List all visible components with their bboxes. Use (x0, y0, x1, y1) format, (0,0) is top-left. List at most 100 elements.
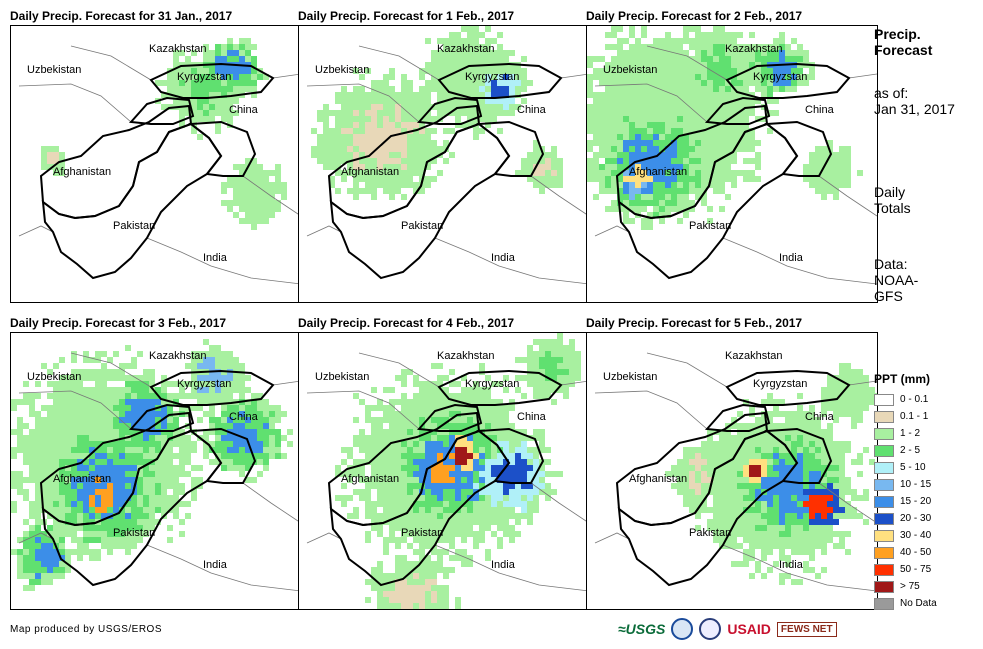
usaid-logo: USAID (727, 621, 771, 637)
admin-boundary (530, 482, 589, 524)
legend-item: 10 - 15 (874, 476, 979, 493)
precip-cells (311, 26, 563, 200)
kashmir-outline (764, 120, 833, 177)
country-label-kazakhstan: Kazakhstan (437, 43, 495, 55)
country-label-afghanistan: Afghanistan (629, 166, 688, 178)
country-label-china: China (229, 104, 258, 116)
admin-boundary (358, 45, 440, 81)
country-label-kyrgyzstan: Kyrgyzstan (177, 378, 232, 390)
legend-item: 2 - 5 (874, 442, 979, 459)
precip-map (18, 38, 301, 285)
country-label-pakistan: Pakistan (689, 527, 732, 539)
legend-swatch (874, 529, 894, 542)
country-label-india: India (203, 252, 227, 264)
country-label-kyrgyzstan: Kyrgyzstan (753, 378, 808, 390)
seal-logo-icon (699, 618, 722, 640)
precip-map (11, 339, 301, 592)
country-label-pakistan: Pakistan (113, 527, 156, 539)
map-frame: Kazakhstan Uzbekistan Kyrgyzstan China Afgha… (10, 332, 302, 610)
legend-item: 5 - 10 (874, 459, 979, 476)
country-label-india: India (491, 252, 515, 264)
country-label-uzbekistan: Uzbekistan (603, 64, 658, 76)
legend-swatch (874, 580, 894, 593)
legend-label: 50 - 75 (900, 564, 932, 575)
side-title-line2: Forecast (874, 42, 933, 58)
forecast-panel-4: Daily Precip. Forecast for 3 Feb., 2017 … (10, 316, 302, 612)
panel-title: Daily Precip. Forecast for 4 Feb., 2017 (298, 316, 515, 330)
kyrgyzstan-outline (725, 369, 851, 406)
admin-boundary (146, 237, 301, 285)
precip-cells (335, 333, 581, 609)
admin-boundary (306, 532, 342, 544)
country-label-kazakhstan: Kazakhstan (437, 350, 495, 362)
precip-cells (665, 363, 877, 585)
kyrgyzstan-outline (437, 62, 563, 99)
pakistan-outline (41, 122, 223, 280)
country-label-uzbekistan: Uzbekistan (315, 371, 370, 383)
kyrgyzstan-outline (149, 62, 275, 99)
tajikistan-outline (128, 403, 195, 432)
admin-boundary (306, 225, 342, 237)
kyrgyzstan-outline (437, 369, 563, 406)
country-label-india: India (779, 252, 803, 264)
panel-title: Daily Precip. Forecast for 2 Feb., 2017 (586, 9, 803, 23)
forecast-panel-3: Daily Precip. Forecast for 2 Feb., 2017 … (586, 9, 878, 305)
panel-title: Daily Precip. Forecast for 3 Feb., 2017 (10, 316, 227, 330)
admin-boundary (358, 352, 440, 388)
legend-item: 40 - 50 (874, 544, 979, 561)
legend-swatch (874, 444, 894, 457)
country-label-kazakhstan: Kazakhstan (725, 350, 783, 362)
precip-map (594, 352, 877, 592)
legend-label: 5 - 10 (900, 462, 926, 473)
forecast-panel-5: Daily Precip. Forecast for 4 Feb., 2017 … (298, 316, 590, 612)
admin-boundary (242, 175, 301, 217)
country-label-kazakhstan: Kazakhstan (725, 43, 783, 55)
forecast-panel-6: Daily Precip. Forecast for 5 Feb., 2017 … (586, 316, 878, 612)
forecast-panel-1: Daily Precip. Forecast for 31 Jan., 2017… (10, 9, 302, 305)
fews-net-logo: FEWS NET (776, 621, 837, 637)
map-frame: Kazakhstan Uzbekistan Kyrgyzstan China Afgha… (298, 332, 590, 610)
map-frame: Kazakhstan Uzbekistan Kyrgyzstan China Afgha… (10, 25, 302, 303)
legend-item: > 75 (874, 578, 979, 595)
country-label-india: India (203, 559, 227, 571)
legend-label: 40 - 50 (900, 547, 932, 558)
legend-title: PPT (mm) (874, 372, 931, 386)
legend-label: 15 - 20 (900, 496, 932, 507)
legend-swatch (874, 597, 894, 610)
country-label-afghanistan: Afghanistan (341, 166, 400, 178)
legend-label: > 75 (900, 581, 920, 592)
country-label-india: India (779, 559, 803, 571)
legend-label: 2 - 5 (900, 445, 921, 456)
country-label-china: China (517, 104, 546, 116)
legend-swatch (874, 495, 894, 508)
country-label-afghanistan: Afghanistan (53, 166, 112, 178)
side-data-line2: NOAA- (874, 272, 919, 288)
tajikistan-outline (416, 96, 483, 125)
country-label-china: China (805, 411, 834, 423)
side-data-line1: Data: (874, 256, 908, 272)
kashmir-outline (476, 120, 545, 177)
legend-swatch (874, 512, 894, 525)
legend-label: No Data (900, 598, 937, 609)
admin-boundary (560, 73, 589, 79)
admin-boundary (18, 532, 54, 544)
legend-label: 0.1 - 1 (900, 411, 929, 422)
legend-swatch (874, 461, 894, 474)
country-label-afghanistan: Afghanistan (629, 473, 688, 485)
admin-boundary (594, 390, 708, 430)
side-data-source: Data: NOAA- GFS (874, 256, 918, 304)
side-asof: as of: Jan 31, 2017 (874, 85, 955, 117)
panel-title: Daily Precip. Forecast for 1 Feb., 2017 (298, 9, 515, 23)
kashmir-outline (764, 427, 833, 484)
legend-swatch (874, 427, 894, 440)
legend-swatch (874, 546, 894, 559)
country-label-kyrgyzstan: Kyrgyzstan (753, 71, 808, 83)
tajikistan-outline (416, 403, 483, 432)
noaa-logo-icon (671, 618, 694, 640)
legend-item: 0.1 - 1 (874, 408, 979, 425)
admin-boundary (18, 390, 132, 430)
country-label-pakistan: Pakistan (401, 527, 444, 539)
legend-item: 15 - 20 (874, 493, 979, 510)
precip-map (587, 26, 877, 285)
precip-map (306, 333, 589, 609)
